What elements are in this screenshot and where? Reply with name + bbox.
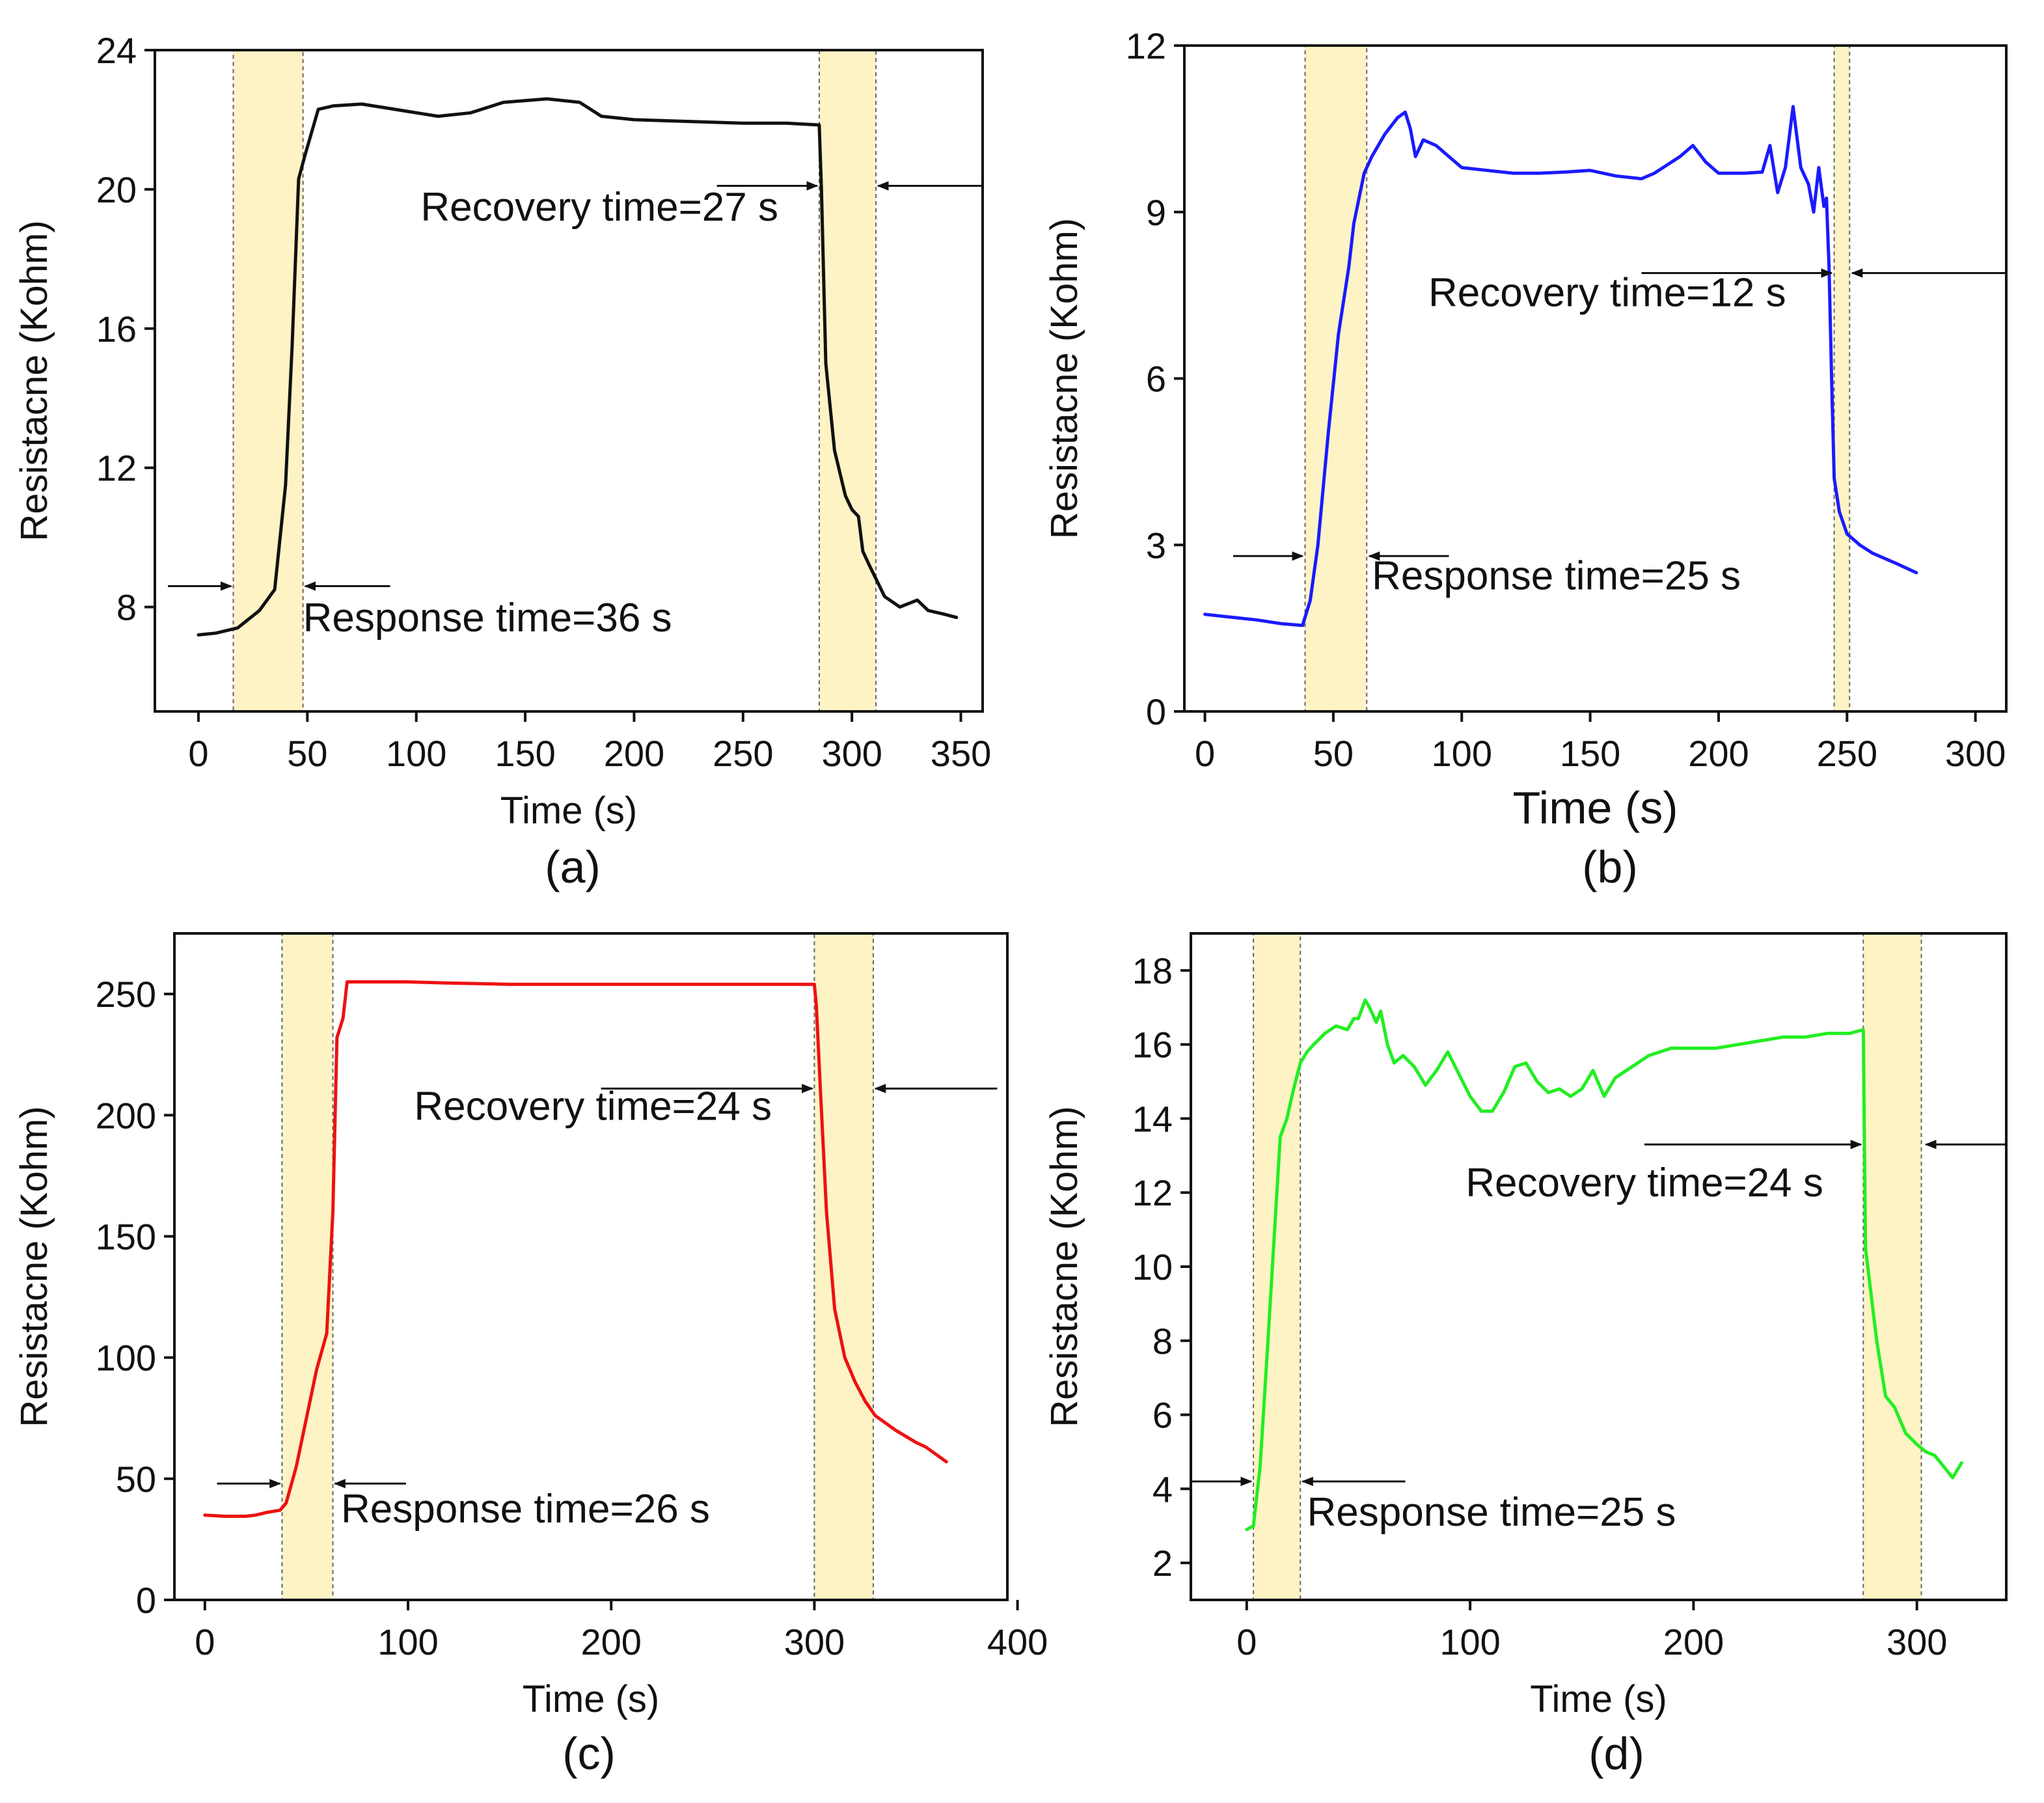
panel-c-x-axis-title: Time (s)	[523, 1678, 659, 1720]
panel-a-y-tick-label: 8	[116, 587, 137, 628]
panel-c-y-tick-label: 50	[116, 1459, 156, 1500]
panel-c-annotation-text: Response time=26 s	[341, 1487, 710, 1532]
panel-d-y-tick-label: 8	[1152, 1321, 1173, 1362]
panel-d-y-tick-label: 16	[1132, 1025, 1173, 1066]
panel-c-y-tick-label: 200	[96, 1095, 156, 1136]
panel-c-x-tick-label: 0	[195, 1621, 215, 1662]
panel-a-plot-frame	[154, 49, 984, 713]
panel-d-y-tick-label: 14	[1132, 1098, 1173, 1139]
panel-d-annotation-text: Response time=25 s	[1307, 1490, 1676, 1535]
panel-b-y-tick-label: 6	[1146, 359, 1166, 400]
panel-b-label: (b)	[1582, 842, 1638, 892]
panel-d-shaded-region	[1862, 933, 1922, 1601]
panel-a-x-tick-label: 50	[287, 733, 327, 774]
panel-b-x-tick-label: 50	[1313, 733, 1354, 774]
panel-a-x-axis-title: Time (s)	[500, 790, 637, 832]
panel-c-plot-frame	[173, 932, 1009, 1601]
panel-b-x-tick-label: 0	[1195, 733, 1215, 774]
panel-b-x-tick-label: 300	[1945, 733, 2006, 774]
panel-b-x-tick-label: 150	[1560, 733, 1620, 774]
panel-a-x-tick-label: 250	[713, 733, 773, 774]
panel-b-y-axis-title: Resistacne (Kohm)	[1043, 218, 1085, 539]
panel-a-y-tick-label: 20	[96, 169, 137, 210]
panel-c-series-line	[203, 980, 948, 1518]
panel-a-y-tick-label: 24	[96, 30, 137, 71]
panel-a-x-tick-label: 100	[386, 733, 446, 774]
panel-c-annotation-text: Recovery time=24 s	[414, 1084, 772, 1129]
panel-a-x-tick-label: 150	[495, 733, 555, 774]
panel-b-x-tick-label: 200	[1688, 733, 1749, 774]
panel-a-label: (a)	[545, 842, 601, 892]
panel-a: (a) 0 50 100 150 200 250 300 350 8 12 16 20 24 Time (…	[13, 30, 991, 892]
panel-d-x-axis-title: Time (s)	[1530, 1678, 1667, 1720]
panel-d-y-axis-title: Resistacne (Kohm)	[1043, 1106, 1085, 1427]
panel-c-y-axis-title: Resistacne (Kohm)	[13, 1106, 55, 1427]
panel-c-x-tick-label: 400	[987, 1621, 1048, 1662]
panel-c-x-tick-label: 100	[377, 1621, 438, 1662]
panel-a-annotation-text: Recovery time=27 s	[420, 185, 778, 230]
panel-a-shaded-region	[232, 49, 304, 712]
panel-d-annotation-text: Recovery time=24 s	[1465, 1161, 1823, 1205]
panel-d-x-tick-label: 300	[1887, 1621, 1947, 1662]
panel-d-y-tick-label: 6	[1152, 1395, 1173, 1436]
panel-c-y-tick-label: 100	[96, 1338, 156, 1379]
panel-c-x-tick-label: 200	[581, 1621, 642, 1662]
panel-d-x-tick-label: 100	[1439, 1621, 1500, 1662]
panel-d-shaded-region	[1253, 933, 1301, 1601]
panel-b-y-tick-label: 9	[1146, 192, 1166, 233]
panel-c-label: (c)	[562, 1728, 616, 1779]
panel-b-y-tick-label: 0	[1146, 691, 1166, 732]
panel-b-shaded-region	[1304, 45, 1368, 712]
panel-d-y-tick-label: 2	[1152, 1543, 1173, 1584]
panel-a-x-tick-label: 350	[931, 733, 991, 774]
panel-a-x-tick-label: 0	[188, 733, 208, 774]
panel-c-shaded-region	[813, 933, 874, 1601]
panel-b-x-tick-label: 250	[1817, 733, 1877, 774]
panel-b-y-tick-label: 3	[1146, 525, 1166, 566]
panel-d-x-tick-label: 0	[1236, 1621, 1257, 1662]
panel-c-y-tick-label: 0	[136, 1580, 156, 1621]
panel-b-annotation-text: Recovery time=12 s	[1428, 271, 1786, 316]
panel-a-y-tick-label: 12	[96, 448, 137, 489]
panel-d-x-tick-label: 200	[1663, 1621, 1724, 1662]
panel-d: (d) 0 100 200 300 2 4 6 8 10 12 14 16 18 Time (s) Resi…	[1043, 932, 2008, 1779]
panel-c-x-tick-label: 300	[784, 1621, 845, 1662]
panel-b: (b) 0 50 100 150 200 250 300 0 3 6 9 12 Time (s) Resi…	[1043, 25, 2008, 892]
panel-b-x-axis-title: Time (s)	[1512, 782, 1678, 833]
panel-a-series-line	[197, 97, 959, 637]
panel-a-y-tick-label: 16	[96, 309, 137, 350]
panel-c-shaded-region	[281, 933, 334, 1601]
panel-d-y-tick-label: 4	[1152, 1468, 1173, 1509]
panel-d-y-tick-label: 12	[1132, 1172, 1173, 1213]
panel-b-annotation-text: Response time=25 s	[1372, 553, 1741, 598]
panel-c: (c) 0 100 200 300 400 0 50 100 150 200 250 Time (s)…	[13, 932, 1048, 1779]
panel-a-annotation-text: Response time=36 s	[303, 596, 672, 640]
panel-a-x-tick-label: 200	[604, 733, 664, 774]
panel-c-y-tick-label: 250	[96, 974, 156, 1015]
panel-d-series-line	[1245, 998, 1963, 1532]
panel-d-label: (d)	[1588, 1728, 1644, 1779]
panel-d-y-tick-label: 10	[1132, 1246, 1173, 1287]
panel-b-x-tick-label: 100	[1432, 733, 1492, 774]
panel-a-x-tick-label: 300	[821, 733, 882, 774]
panel-d-y-tick-label: 18	[1132, 950, 1173, 991]
panel-b-y-tick-label: 12	[1126, 25, 1166, 66]
panel-c-y-tick-label: 150	[96, 1216, 156, 1257]
panel-a-y-axis-title: Resistacne (Kohm)	[13, 220, 55, 541]
panel-b-shaded-region	[1833, 45, 1851, 712]
panel-b-series-line	[1203, 105, 1918, 627]
